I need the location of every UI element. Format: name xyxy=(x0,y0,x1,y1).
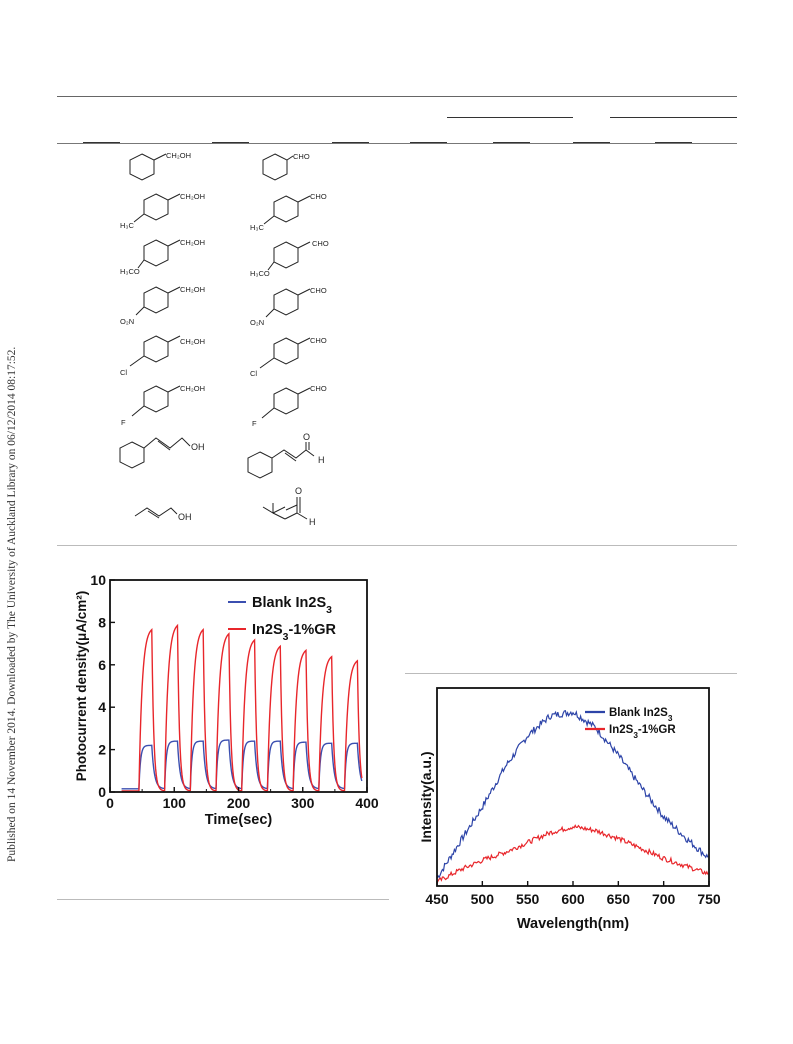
x-tick-label: 600 xyxy=(561,891,585,907)
y-axis-label: Intensity(a.u.) xyxy=(418,751,434,842)
y-tick-label: 2 xyxy=(98,742,106,758)
hydrogen-label: H xyxy=(318,455,325,465)
substrate-group-label: CH₂OH xyxy=(166,151,191,160)
molecule-4-nitrobenzaldehyde: CHO O₂N xyxy=(250,283,350,332)
molecule-4-methylbenzyl-alcohol: CH₂OH H₃C xyxy=(120,190,230,239)
product-group-label: CHO xyxy=(310,336,327,345)
molecule-cinnamyl-alcohol: OH xyxy=(119,428,230,481)
header-rule-dark-segment-6 xyxy=(573,142,610,143)
hydrogen-label: H xyxy=(309,517,316,527)
molecule-4-methylbenzaldehyde: CHO H₃C xyxy=(250,190,350,239)
x-tick-label: 200 xyxy=(227,795,251,811)
published-note-text: Published on 14 November 2014. Downloade… xyxy=(6,347,18,862)
x-tick-label: 100 xyxy=(163,795,187,811)
legend-entry: Blank In2S3 xyxy=(252,595,332,616)
substituent-label: H₃C xyxy=(120,221,134,230)
published-sidebar-note: Published on 14 November 2014. Downloade… xyxy=(0,0,30,1039)
oxygen-label: O xyxy=(303,432,310,442)
substituent-label: H₃CO xyxy=(120,267,140,276)
x-axis-label: Time(sec) xyxy=(205,812,273,828)
substituent-label: F xyxy=(252,419,257,428)
x-tick-label: 450 xyxy=(425,891,449,907)
substituent-label: Cl xyxy=(120,368,127,377)
product-group-label: CHO xyxy=(312,239,329,248)
x-tick-label: 0 xyxy=(106,795,114,811)
substrate-group-label: OH xyxy=(178,512,192,522)
y-tick-label: 4 xyxy=(98,699,106,715)
photocurrent-chart: 0 100 200 300 400 0 2 4 6 8 10 Time(sec) Photocurren… xyxy=(70,565,390,845)
x-tick-label: 500 xyxy=(471,891,495,907)
molecule-benzyl-alcohol: CH₂OH xyxy=(129,150,220,191)
table-top-rule xyxy=(57,96,737,97)
substituent-label: H₃C xyxy=(250,223,264,232)
molecule-benzaldehyde: CHO xyxy=(262,150,343,191)
spectrum-line-blank xyxy=(436,709,709,879)
header-rule-dark-segment-2 xyxy=(212,142,249,143)
header-rule-dark-segment-7 xyxy=(655,142,692,143)
series-line-blank xyxy=(121,739,363,790)
x-tick-label: 650 xyxy=(607,891,631,907)
molecule-4-chlorobenzaldehyde: CHO Cl xyxy=(250,332,350,381)
series-line-gr xyxy=(121,623,363,792)
header-rule-dark-segment-5 xyxy=(493,142,530,143)
product-group-label: CHO xyxy=(310,286,327,295)
legend-entry: In2S3-1%GR xyxy=(609,724,676,740)
substrate-group-label: OH xyxy=(191,442,205,452)
substituent-label: Cl xyxy=(250,369,257,378)
molecule-4-methoxybenzaldehyde: CHO H₃CO xyxy=(250,236,350,285)
x-tick-label: 700 xyxy=(652,891,676,907)
y-axis-label: Photocurrent density(μA/cm²) xyxy=(74,591,89,782)
x-axis-label: Wavelength(nm) xyxy=(517,916,629,932)
figure-right-top-rule xyxy=(405,673,737,674)
x-tick-label: 750 xyxy=(697,891,721,907)
x-tick-label: 400 xyxy=(355,795,379,811)
header-rule-dark-segment-3 xyxy=(332,142,369,143)
header-rule-dark-segment-4 xyxy=(410,142,447,143)
legend-entry: Blank In2S3 xyxy=(609,707,673,723)
substrate-group-label: CH₂OH xyxy=(180,285,205,294)
substrate-group-label: CH₂OH xyxy=(180,384,205,393)
pl-spectra-chart: 450 500 550 600 650 700 750 Wavelength(nm) Inten… xyxy=(415,680,725,947)
figure-left-bottom-rule xyxy=(57,899,389,900)
substituent-label: O₂N xyxy=(250,318,264,327)
product-group-label: CHO xyxy=(310,192,327,201)
photocurrent-chart-svg: 0 100 200 300 400 0 2 4 6 8 10 Time(sec) Photocurren… xyxy=(74,572,379,828)
y-tick-label: 10 xyxy=(90,572,106,588)
pl-spectra-chart-svg: 450 500 550 600 650 700 750 Wavelength(nm) Inten… xyxy=(418,687,721,932)
spectrum-line-gr xyxy=(436,824,709,884)
molecule-cinnamaldehyde: O H xyxy=(247,430,358,489)
substrate-group-label: CH₂OH xyxy=(180,337,205,346)
substrate-group-label: CH₂OH xyxy=(180,192,205,201)
x-tick-label: 550 xyxy=(516,891,540,907)
table-subheader-rule-2 xyxy=(610,117,737,118)
molecule-4-methoxybenzyl-alcohol: CH₂OH H₃CO xyxy=(120,236,230,285)
molecule-4-chlorobenzyl-alcohol: CH₂OH Cl xyxy=(120,332,230,381)
header-rule-dark-segments xyxy=(83,142,120,143)
product-group-label: CHO xyxy=(310,384,327,393)
substrate-group-label: CH₂OH xyxy=(180,238,205,247)
molecule-3-methyl-2-butenal: O H xyxy=(255,483,335,534)
molecule-4-fluorobenzaldehyde: CHO F xyxy=(250,380,350,433)
molecule-crotyl-alcohol: OH xyxy=(134,502,225,533)
table-header-rule xyxy=(57,143,737,144)
oxygen-label: O xyxy=(295,486,302,496)
product-group-label: CHO xyxy=(293,152,310,161)
y-tick-label: 0 xyxy=(98,784,106,800)
y-tick-label: 8 xyxy=(98,614,106,630)
substituent-label: O₂N xyxy=(120,317,134,326)
y-tick-label: 6 xyxy=(98,657,106,673)
table-subheader-rule-1 xyxy=(447,117,573,118)
substituent-label: F xyxy=(121,418,126,427)
substituent-label: H₃CO xyxy=(250,269,270,278)
table-bottom-rule xyxy=(57,545,737,546)
legend-entry: In2S3-1%GR xyxy=(252,622,337,643)
molecule-4-fluorobenzyl-alcohol: CH₂OH F xyxy=(120,380,230,433)
molecule-4-nitrobenzyl-alcohol: CH₂OH O₂N xyxy=(120,283,230,332)
x-tick-label: 300 xyxy=(291,795,315,811)
